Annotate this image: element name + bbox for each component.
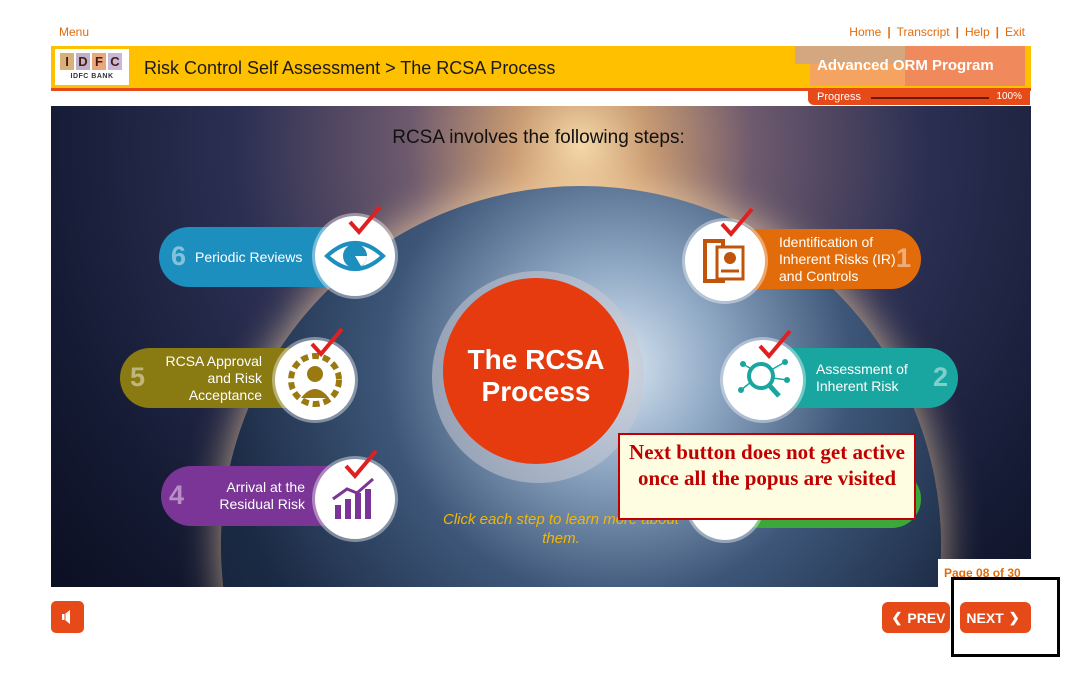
step-label: RCSA Approval and Risk Acceptance [165,352,263,403]
step-number: 4 [169,480,185,510]
help-link[interactable]: Help [964,25,990,39]
page-indicator-box: Page 08 of 30 [938,559,1031,587]
step-label: Identification of Inherent Risks (IR) an… [779,233,896,284]
annotation-callout: Next button does not get active once all… [618,433,916,520]
document-chart-icon[interactable] [685,221,765,301]
step-label: Periodic Reviews [195,248,303,265]
prev-label: PREV [907,609,946,626]
progress-bar: Progress 100% [808,89,1030,105]
center-title: The RCSA Process [467,344,605,407]
gear-person-icon[interactable] [275,340,355,420]
logo-letter: I [60,53,74,70]
exit-link[interactable]: Exit [1004,25,1025,39]
logo-subtitle: IDFC BANK [70,73,114,80]
chevron-right-icon: ❯ [1008,609,1020,625]
step-label: Assessment of Inherent Risk [816,361,908,394]
content-stage: RCSA involves the following steps: The R… [51,106,1031,587]
prev-button[interactable]: ❮ PREV [882,602,950,633]
speaker-icon [62,610,70,624]
check-icon [344,449,378,480]
program-name: Advanced ORM Program [817,57,994,74]
chevron-left-icon: ❮ [891,609,903,625]
progress-track [871,97,989,99]
step-number: 1 [895,243,911,273]
progress-value: 100% [996,91,1022,102]
link-separator: | [887,25,891,39]
top-links: Home | Transcript | Help | Exit [849,25,1025,39]
logo-letter: C [108,53,122,70]
header-bar: I D F C IDFC BANK Risk Control Self Asse… [51,46,1031,91]
link-separator: | [955,25,959,39]
page-title: Risk Control Self Assessment > The RCSA … [144,58,556,78]
logo-letter: D [76,53,90,70]
step-number: 2 [932,362,948,392]
check-icon [720,207,754,238]
magnifier-network-icon[interactable] [723,340,803,420]
home-link[interactable]: Home [849,25,882,39]
progress-label: Progress [817,91,862,103]
center-circle [443,278,629,464]
page-indicator: Page 08 of 30 [944,566,1021,580]
menu-link[interactable]: Menu [59,25,90,39]
check-icon [348,205,382,236]
program-badge: Advanced ORM Program [795,46,1031,88]
step-number: 5 [130,362,146,392]
audio-button[interactable] [51,601,84,633]
next-label: NEXT [966,609,1004,626]
progress-fill [871,97,989,99]
next-button[interactable]: NEXT ❯ [960,602,1031,633]
transcript-link[interactable]: Transcript [896,25,950,39]
check-icon [758,329,792,360]
step-number: 6 [171,241,187,271]
bar-chart-icon[interactable] [315,459,395,539]
logo-letter: F [92,53,106,70]
step-label: Arrival at the Residual Risk [219,479,305,512]
annotation-highlight-box [951,577,1060,657]
stage-heading: RCSA involves the following steps: [392,127,685,148]
link-separator: | [995,25,999,39]
check-icon [310,327,344,358]
idfc-logo: I D F C IDFC BANK [55,49,129,85]
